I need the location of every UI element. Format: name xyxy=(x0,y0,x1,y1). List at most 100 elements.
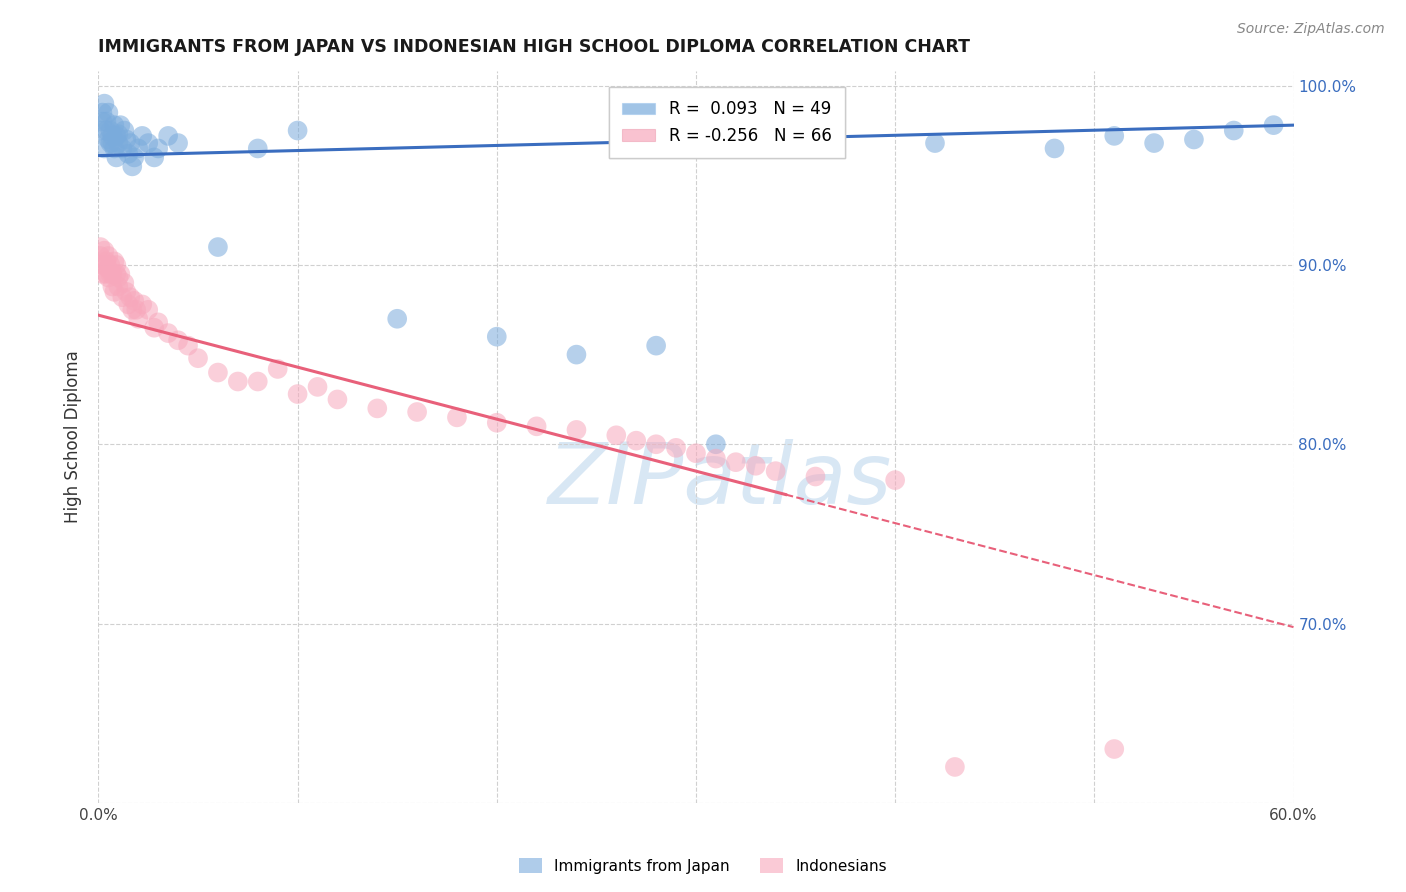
Point xyxy=(115,132,138,146)
Point xyxy=(97,132,120,146)
Point xyxy=(105,128,128,143)
Point xyxy=(131,297,153,311)
Point xyxy=(1223,123,1246,137)
Point xyxy=(127,141,149,155)
Point xyxy=(97,249,120,263)
Point xyxy=(246,375,269,389)
Point xyxy=(98,258,122,272)
Point xyxy=(98,136,122,150)
Point xyxy=(112,123,135,137)
Point xyxy=(406,405,429,419)
Point xyxy=(89,240,111,254)
Point xyxy=(98,267,122,281)
Point xyxy=(115,285,138,299)
Point xyxy=(125,302,148,317)
Point xyxy=(101,136,124,150)
Point xyxy=(1182,132,1205,146)
Point xyxy=(704,451,727,466)
Point xyxy=(143,320,166,334)
Point xyxy=(685,446,707,460)
Point xyxy=(97,270,120,285)
Point xyxy=(89,249,111,263)
Point xyxy=(97,261,120,276)
Point xyxy=(626,434,648,448)
Point xyxy=(89,123,111,137)
Point xyxy=(645,437,668,451)
Point xyxy=(121,160,143,174)
Point xyxy=(98,123,122,137)
Point xyxy=(91,105,114,120)
Point xyxy=(157,128,180,143)
Point xyxy=(107,270,129,285)
Point xyxy=(124,293,146,308)
Point xyxy=(207,240,229,254)
Point xyxy=(96,267,118,281)
Point xyxy=(143,150,166,164)
Point xyxy=(112,276,135,290)
Point xyxy=(177,339,200,353)
Y-axis label: High School Diploma: High School Diploma xyxy=(65,351,83,524)
Point xyxy=(117,146,139,161)
Point xyxy=(1343,751,1365,765)
Point xyxy=(111,141,134,155)
Point xyxy=(124,150,146,164)
Point xyxy=(226,375,249,389)
Point xyxy=(943,760,966,774)
Point xyxy=(565,348,588,362)
Point xyxy=(884,473,907,487)
Point xyxy=(804,469,827,483)
Point xyxy=(131,128,153,143)
Text: IMMIGRANTS FROM JAPAN VS INDONESIAN HIGH SCHOOL DIPLOMA CORRELATION CHART: IMMIGRANTS FROM JAPAN VS INDONESIAN HIGH… xyxy=(98,38,970,56)
Point xyxy=(111,290,134,304)
Point xyxy=(105,150,128,164)
Point xyxy=(704,437,727,451)
Point xyxy=(287,387,309,401)
Point xyxy=(485,416,508,430)
Point xyxy=(1263,118,1285,132)
Point xyxy=(136,136,159,150)
Point xyxy=(167,333,190,347)
Point xyxy=(924,136,946,150)
Point xyxy=(120,136,142,150)
Point xyxy=(724,455,747,469)
Point xyxy=(96,123,118,137)
Point xyxy=(287,123,309,137)
Point xyxy=(93,141,115,155)
Point xyxy=(120,290,142,304)
Point xyxy=(91,114,114,128)
Point xyxy=(446,410,468,425)
Point xyxy=(96,114,118,128)
Point xyxy=(127,311,149,326)
Point xyxy=(121,302,143,317)
Point xyxy=(1143,136,1166,150)
Point xyxy=(103,118,125,132)
Point xyxy=(148,315,170,329)
Point xyxy=(1104,742,1126,756)
Point xyxy=(103,285,125,299)
Point xyxy=(645,339,668,353)
Point xyxy=(307,380,329,394)
Point xyxy=(267,362,290,376)
Point xyxy=(91,267,114,281)
Point xyxy=(101,267,124,281)
Point xyxy=(93,258,115,272)
Point xyxy=(107,279,129,293)
Point xyxy=(103,141,125,155)
Point xyxy=(110,118,132,132)
Point xyxy=(246,141,269,155)
Point xyxy=(207,366,229,380)
Point xyxy=(93,244,115,258)
Point xyxy=(117,297,139,311)
Point xyxy=(103,254,125,268)
Point xyxy=(105,267,128,281)
Point xyxy=(1043,141,1066,155)
Point xyxy=(101,279,124,293)
Point xyxy=(91,258,114,272)
Point xyxy=(110,267,132,281)
Point xyxy=(96,254,118,268)
Point xyxy=(385,311,409,326)
Text: ZIPatlas: ZIPatlas xyxy=(548,440,891,523)
Point xyxy=(665,441,688,455)
Point xyxy=(97,105,120,120)
Point xyxy=(765,464,787,478)
